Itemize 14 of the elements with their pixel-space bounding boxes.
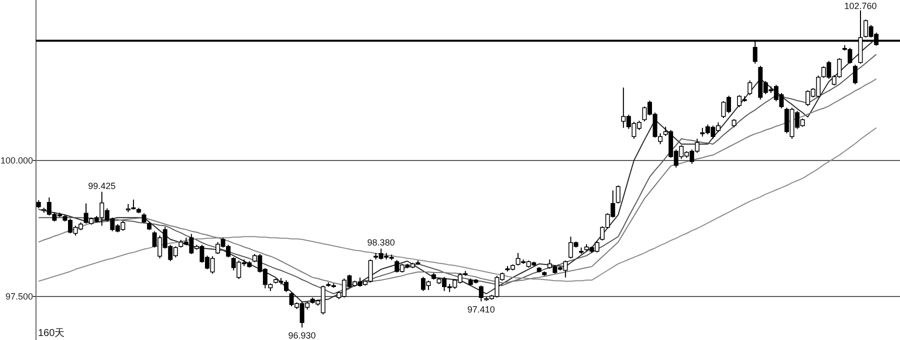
- y-tick-label: 100.000: [0, 155, 33, 166]
- annotation: 96.930: [288, 330, 316, 340]
- candlestick: [852, 64, 858, 85]
- candlestick: [748, 80, 752, 96]
- candlestick: [142, 212, 146, 224]
- annotation: 99.425: [88, 180, 116, 191]
- y-tick-label: 97.500: [5, 291, 33, 302]
- candlestick: [616, 185, 620, 204]
- candlestick: [478, 285, 484, 302]
- annotation: 160天: [38, 328, 65, 339]
- annotation: 98.380: [367, 238, 395, 248]
- annotation: 102.760: [844, 1, 877, 11]
- annotation: 97.410: [467, 304, 495, 314]
- line-series: [38, 127, 877, 282]
